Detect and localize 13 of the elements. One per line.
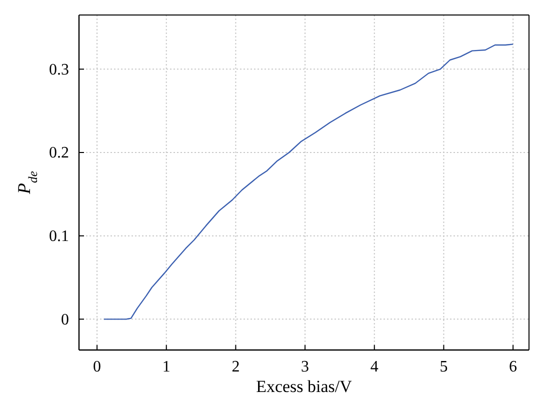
y-tick-label: 0.3 bbox=[49, 61, 69, 78]
x-tick-label: 4 bbox=[370, 358, 378, 376]
x-tick-label: 1 bbox=[162, 358, 170, 376]
x-tick-label: 6 bbox=[509, 358, 518, 376]
y-tick-label: 0.1 bbox=[49, 228, 69, 245]
x-axis-title: Excess bias/V bbox=[256, 377, 353, 396]
x-tick-label: 2 bbox=[232, 358, 240, 376]
x-tick-label: 0 bbox=[93, 358, 102, 376]
line-series bbox=[103, 44, 514, 320]
y-tick-label: 0 bbox=[61, 311, 69, 328]
x-tick-label: 5 bbox=[440, 358, 448, 376]
x-tick-label: 3 bbox=[301, 358, 310, 376]
y-tick-label: 0.2 bbox=[49, 144, 69, 162]
